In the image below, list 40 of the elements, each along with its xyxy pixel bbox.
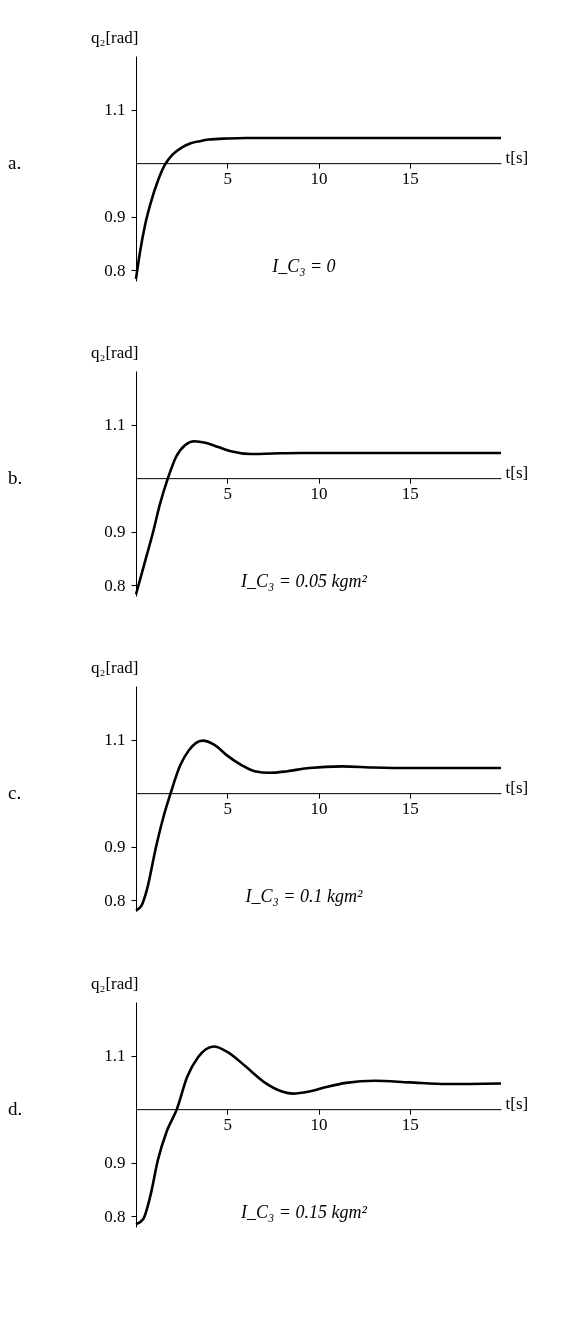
text: a. — [8, 152, 22, 174]
x-tick-label: 5 — [223, 1114, 232, 1134]
annotation: I_C₃ = 0.05 kgm² — [240, 571, 368, 591]
y-tick-label: 1.1 — [104, 415, 126, 435]
y-tick-label: 0.9 — [104, 1153, 126, 1173]
annotation: I_C₃ = 0.1 kgm² — [244, 886, 363, 906]
x-tick-label: 15 — [401, 483, 419, 503]
y-tick-label: 0.9 — [104, 207, 126, 227]
y-axis-title: q₂[rad] — [91, 973, 139, 993]
x-tick-label: 15 — [401, 1114, 419, 1134]
x-tick-label: 15 — [401, 168, 419, 188]
y-tick-label: 1.1 — [104, 730, 126, 750]
text: b. — [8, 467, 23, 489]
text: d. — [8, 1098, 23, 1120]
y-axis-title: q₂[rad] — [91, 27, 139, 47]
x-tick-label: 10 — [310, 1114, 328, 1134]
y-tick-label: 0.8 — [104, 1206, 126, 1226]
y-axis-title: q₂[rad] — [91, 657, 139, 677]
x-tick-label: 5 — [223, 798, 232, 818]
y-tick-label: 0.9 — [104, 522, 126, 542]
y-tick-label: 0.8 — [104, 890, 126, 910]
y-tick-label: 0.8 — [104, 575, 126, 595]
y-tick-label: 0.8 — [104, 260, 126, 280]
x-axis-title: t[s] — [505, 147, 529, 167]
x-axis-title: t[s] — [505, 462, 529, 482]
y-axis-title: q₂[rad] — [91, 342, 139, 362]
x-axis-title: t[s] — [505, 777, 529, 797]
x-tick-label: 5 — [223, 168, 232, 188]
x-tick-label: 10 — [310, 168, 328, 188]
annotation: I_C₃ = 0 — [271, 256, 336, 276]
annotation: I_C₃ = 0.15 kgm² — [240, 1202, 368, 1222]
x-tick-label: 10 — [310, 483, 328, 503]
y-tick-label: 1.1 — [104, 1046, 126, 1066]
x-tick-label: 5 — [223, 483, 232, 503]
y-tick-label: 0.9 — [104, 837, 126, 857]
x-axis-title: t[s] — [505, 1093, 529, 1113]
x-tick-label: 15 — [401, 798, 419, 818]
text: c. — [8, 782, 22, 804]
y-tick-label: 1.1 — [104, 100, 126, 120]
x-tick-label: 10 — [310, 798, 328, 818]
